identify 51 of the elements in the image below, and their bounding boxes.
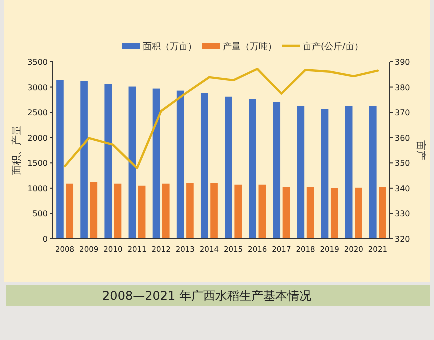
bar [56, 80, 64, 239]
bar [282, 187, 290, 239]
bar [345, 106, 353, 239]
bar [297, 106, 305, 239]
bar [138, 186, 146, 239]
y2-tick-label: 340 [395, 184, 410, 194]
y-tick-label: 1000 [28, 184, 48, 194]
y-axis-title: 面积、产量 [11, 126, 23, 176]
legend-label: 亩产(公斤/亩） [303, 42, 364, 52]
y-tick-label: 3000 [28, 83, 48, 92]
bar [355, 188, 362, 239]
bar [200, 93, 208, 239]
y-tick-label: 500 [32, 210, 48, 219]
bar [379, 187, 386, 239]
text: 2008—2021 年广西水稻生产基本情况 [102, 289, 312, 303]
bar [369, 106, 377, 239]
bar [176, 90, 184, 239]
y-tick-label: 2000 [28, 134, 48, 143]
bar [152, 88, 160, 239]
legend-label: 面积（万亩） [143, 42, 197, 52]
bar [114, 184, 122, 239]
line-series [64, 68, 380, 170]
y-tick-label: 3500 [28, 58, 48, 67]
y2-tick-label: 370 [395, 108, 410, 118]
y2-tick-label: 390 [395, 58, 410, 67]
bar [104, 84, 112, 239]
bar [249, 99, 256, 239]
bar [66, 184, 74, 239]
bar [321, 109, 329, 239]
bar [80, 81, 88, 239]
y2-axis-title: 亩产 [415, 140, 427, 160]
y2-tick-label: 350 [395, 159, 410, 168]
y2-tick-label: 330 [395, 210, 410, 219]
bar [162, 184, 170, 239]
legend-label: 产量（万吨） [223, 42, 277, 52]
y2-tick-label: 380 [395, 83, 410, 92]
bar [258, 184, 266, 239]
bar [90, 182, 98, 239]
y-tick-label: 1500 [28, 159, 48, 168]
bar [234, 184, 242, 239]
bar [306, 187, 314, 239]
y2-tick-label: 320 [395, 235, 410, 244]
bar [210, 183, 218, 239]
bar [128, 86, 136, 239]
bar [225, 96, 232, 239]
y-tick-label: 2500 [28, 108, 48, 118]
bar [330, 188, 338, 239]
y2-tick-label: 360 [395, 134, 410, 143]
y-tick-label: 0 [42, 235, 48, 244]
bar [273, 102, 281, 239]
bar [186, 183, 194, 239]
